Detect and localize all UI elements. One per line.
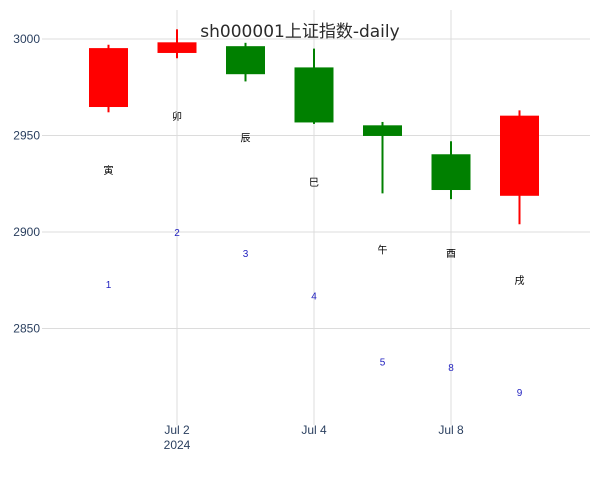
branch-label: 酉 <box>446 249 456 260</box>
branch-label: 巳 <box>309 177 319 189</box>
y-tick-label: 2950 <box>13 128 40 142</box>
x-tick-label: Jul 8 <box>438 423 464 437</box>
branch-label: 辰 <box>241 132 251 144</box>
candle <box>363 121 402 194</box>
candle-body <box>294 67 334 123</box>
branch-label: 卯 <box>172 111 182 123</box>
number-label: 1 <box>106 280 112 291</box>
x-tick-label: Jul 4 <box>301 423 327 437</box>
candle <box>157 29 197 59</box>
y-tick-label: 3000 <box>13 32 40 46</box>
candle-body <box>500 115 539 196</box>
candle-layer <box>89 29 539 225</box>
candle <box>294 48 334 124</box>
number-label: 8 <box>448 363 454 374</box>
candle <box>226 42 265 82</box>
number-label: 4 <box>311 292 317 303</box>
number-label: 9 <box>517 388 523 399</box>
y-tick-label: 2850 <box>13 321 40 335</box>
number-label: 3 <box>243 249 249 260</box>
candle <box>89 44 128 113</box>
branch-label: 午 <box>378 243 388 256</box>
candle-body <box>431 154 471 191</box>
branch-label: 戌 <box>515 274 525 287</box>
chart-title: sh000001上证指数-daily <box>200 22 399 42</box>
number-label: 2 <box>174 228 180 239</box>
number-label: 5 <box>380 357 386 368</box>
y-tick-label: 2900 <box>13 225 40 239</box>
candle <box>431 141 471 200</box>
branch-label: 寅 <box>104 164 114 177</box>
x-tick-sublabel: 2024 <box>164 438 191 452</box>
x-tick-label: Jul 2 <box>164 423 190 437</box>
candle <box>500 110 539 225</box>
candle-body <box>157 42 197 53</box>
candle-body <box>89 48 128 108</box>
candle-body <box>226 46 265 75</box>
candle-body <box>363 125 402 136</box>
